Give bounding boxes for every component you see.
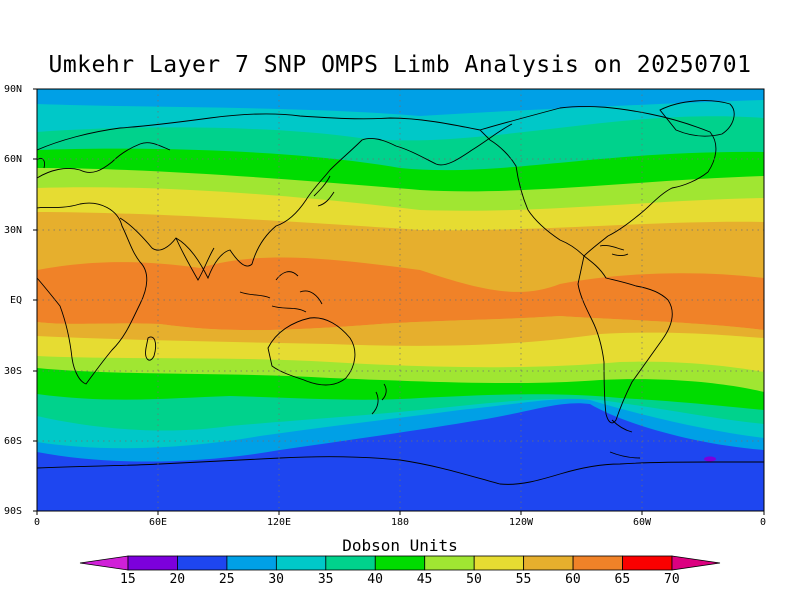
lat-label-30n: 30N	[4, 225, 23, 236]
lat-label-90n: 90N	[4, 84, 23, 95]
colorbar-segment	[127, 555, 178, 571]
colorbar-segment	[523, 555, 574, 571]
colorbar-label: 20	[169, 572, 186, 587]
colorbar-segment	[572, 555, 623, 571]
colorbar-label: 45	[416, 572, 433, 587]
coastlines	[37, 100, 764, 485]
colorbar-label: 25	[218, 572, 235, 587]
colorbar-segment	[275, 555, 327, 571]
grid-lines	[37, 89, 764, 511]
contour-fields	[37, 89, 764, 511]
lon-label-120e: 120E	[267, 517, 292, 528]
colorbar-label: 30	[268, 572, 285, 587]
lat-label-30s: 30S	[4, 366, 23, 377]
lat-label-90s: 90S	[4, 506, 23, 517]
colorbar-label: 70	[664, 572, 680, 587]
colorbar-label: 40	[367, 572, 383, 587]
colorbar-label: 65	[614, 572, 631, 587]
band-60-65	[37, 257, 764, 331]
colorbar-label: 60	[565, 572, 581, 587]
colorbar-segment	[473, 555, 525, 571]
lon-label-180: 180	[391, 517, 410, 528]
colorbar-label: 50	[466, 572, 482, 587]
colorbar-segment	[226, 555, 277, 571]
colorbar-segment	[374, 555, 426, 571]
colorbar-over-triangle	[671, 555, 721, 571]
band-n-polar	[37, 89, 764, 116]
chart-title: Umkehr Layer 7 SNP OMPS Limb Analysis on…	[48, 52, 752, 78]
colorbar-label: 55	[515, 572, 532, 587]
colorbar-segment	[622, 555, 673, 571]
lon-label-120w: 120W	[509, 517, 534, 528]
lon-label-0: 0	[34, 517, 41, 528]
band-s-20-25	[37, 403, 764, 511]
colorbar-label: 35	[317, 572, 334, 587]
lat-label-60n: 60N	[4, 154, 23, 165]
colorbar	[79, 555, 721, 571]
tick-marks	[33, 88, 765, 515]
lon-label-0-east: 0	[760, 517, 767, 528]
colorbar-under-triangle	[79, 555, 129, 571]
lat-label-60s: 60S	[4, 436, 23, 447]
colorbar-segment	[424, 555, 475, 571]
colorbar-segment	[325, 555, 376, 571]
colorbar-title: Dobson Units	[342, 536, 458, 555]
lon-label-60w: 60W	[633, 517, 652, 528]
lon-label-60e: 60E	[149, 517, 168, 528]
lat-label-eq: EQ	[10, 295, 23, 306]
colorbar-segment	[177, 555, 228, 571]
min-spot	[704, 456, 716, 462]
colorbar-label: 15	[120, 572, 136, 587]
